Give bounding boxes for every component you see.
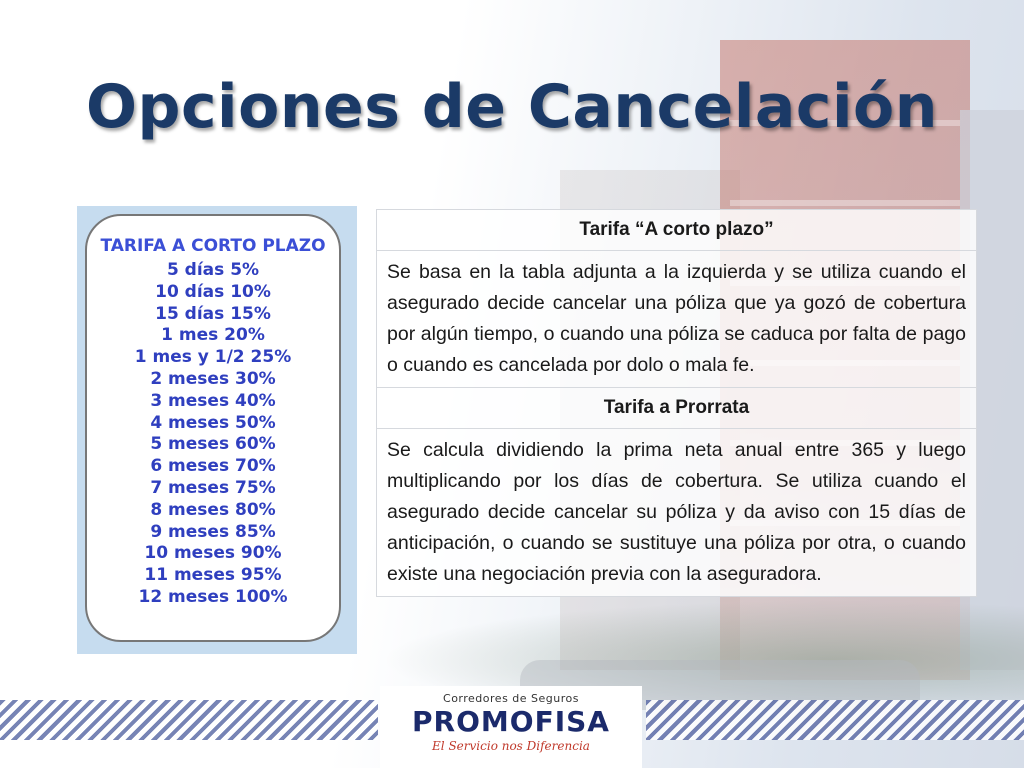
- rate-item: 8 meses 80%: [150, 499, 276, 520]
- prorata-header: Tarifa a Prorrata: [376, 387, 977, 429]
- logo-tagline: El Servicio nos Diferencia: [432, 739, 590, 753]
- logo-subtitle: Corredores de Seguros: [443, 692, 579, 705]
- footer-stripes-right: [646, 700, 1024, 740]
- short-term-text: Se basa en la tabla adjunta a la izquier…: [376, 250, 977, 388]
- rate-item: 1 mes y 1/2 25%: [134, 347, 292, 368]
- rate-card-title: TARIFA A CORTO PLAZO: [100, 236, 326, 256]
- table-row: Se basa en la tabla adjunta a la izquier…: [376, 250, 977, 388]
- slide-title: Opciones de Cancelación: [86, 72, 938, 142]
- rate-card: TARIFA A CORTO PLAZO 5 días 5% 10 días 1…: [85, 214, 341, 642]
- rate-item: 9 meses 85%: [150, 521, 276, 542]
- window-strip: [730, 120, 960, 126]
- company-logo: Corredores de Seguros PROMOFISA El Servi…: [380, 686, 642, 768]
- rate-item: 5 meses 60%: [150, 434, 276, 455]
- rate-item: 4 meses 50%: [150, 412, 276, 433]
- footer-stripes-left: [0, 700, 378, 740]
- rate-item: 5 días 5%: [166, 260, 260, 280]
- rate-item: 11 meses 95%: [144, 565, 282, 586]
- short-term-header: Tarifa “A corto plazo”: [376, 209, 977, 251]
- rate-list: 5 días 5% 10 días 10% 15 días 15% 1 mes …: [87, 260, 339, 609]
- prorata-text: Se calcula dividiendo la prima neta anua…: [376, 428, 977, 597]
- cancellation-table: Tarifa “A corto plazo” Se basa en la tab…: [376, 209, 977, 597]
- rate-item: 7 meses 75%: [150, 477, 276, 498]
- window-strip: [730, 200, 960, 206]
- rate-item: 6 meses 70%: [150, 456, 276, 477]
- rate-item: 10 meses 90%: [144, 543, 282, 564]
- rate-card-frame: TARIFA A CORTO PLAZO 5 días 5% 10 días 1…: [77, 206, 357, 654]
- table-row: Tarifa a Prorrata: [376, 387, 977, 429]
- table-row: Tarifa “A corto plazo”: [376, 209, 977, 251]
- rate-item: 10 días 10%: [155, 281, 271, 302]
- rate-item: 3 meses 40%: [150, 390, 276, 411]
- rate-item: 1 mes 20%: [161, 325, 265, 346]
- rate-item: 15 días 15%: [155, 303, 271, 324]
- rate-item: 2 meses 30%: [150, 368, 276, 389]
- logo-name: PROMOFISA: [412, 705, 610, 738]
- rate-item: 12 meses 100%: [138, 586, 288, 607]
- table-row: Se calcula dividiendo la prima neta anua…: [376, 428, 977, 597]
- background-trees: [380, 600, 1024, 700]
